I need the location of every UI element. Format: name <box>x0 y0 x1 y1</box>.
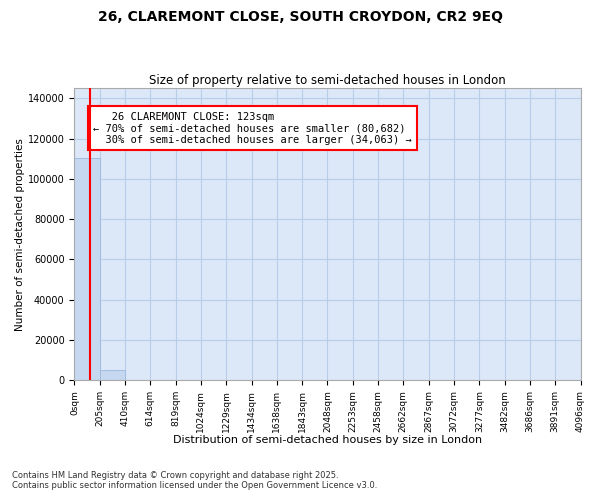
Bar <box>100 370 125 380</box>
X-axis label: Distribution of semi-detached houses by size in London: Distribution of semi-detached houses by … <box>173 435 482 445</box>
Title: Size of property relative to semi-detached houses in London: Size of property relative to semi-detach… <box>149 74 506 87</box>
Text: 26, CLAREMONT CLOSE, SOUTH CROYDON, CR2 9EQ: 26, CLAREMONT CLOSE, SOUTH CROYDON, CR2 … <box>97 10 503 24</box>
Text: 26 CLAREMONT CLOSE: 123sqm
← 70% of semi-detached houses are smaller (80,682)
  : 26 CLAREMONT CLOSE: 123sqm ← 70% of semi… <box>93 112 412 144</box>
Text: Contains HM Land Registry data © Crown copyright and database right 2025.
Contai: Contains HM Land Registry data © Crown c… <box>12 470 377 490</box>
Bar <box>74 158 100 380</box>
Y-axis label: Number of semi-detached properties: Number of semi-detached properties <box>15 138 25 330</box>
